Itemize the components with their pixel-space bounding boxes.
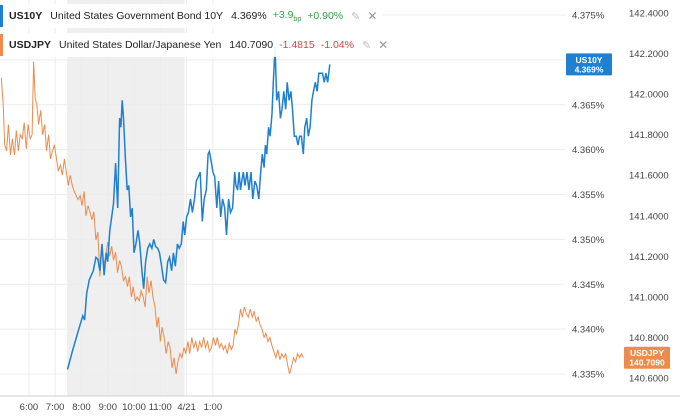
legend-change: +3.9bp [272, 8, 302, 24]
right-axis-tick-label: 141.2000 [629, 252, 669, 263]
x-axis-tick-label: 10:00 [122, 402, 146, 413]
right-axis-tick-label: 141.6000 [629, 171, 669, 182]
left-axis-tick-label: 4.340% [572, 325, 605, 336]
legend-row-usdjpy[interactable]: USDJPY United States Dollar/Japanese Yen… [0, 33, 395, 57]
legend-price: 140.7090 [229, 39, 274, 51]
left-axis-tick-label: 4.365% [572, 100, 605, 111]
badge-value: 140.7090 [629, 358, 665, 368]
badge-symbol: US10Y [576, 55, 603, 65]
left-axis-tick-label: 4.335% [572, 370, 605, 381]
right-axis-tick-label: 142.4000 [629, 9, 669, 20]
right-axis-tick-label: 141.0000 [629, 292, 669, 303]
right-axis-tick-label: 140.8000 [629, 333, 669, 344]
legend-name: United States Government Bond 10Y [50, 10, 224, 22]
legend-change: -1.4815 [279, 39, 315, 51]
series-line-us10y[interactable] [66, 46, 331, 370]
legend-symbol: US10Y [9, 10, 43, 22]
x-axis-tick-label: 11:00 [149, 402, 172, 413]
x-axis-tick-label: 1:00 [204, 402, 223, 413]
badge-value: 4.369% [575, 64, 604, 74]
legend-row-us10y[interactable]: US10Y United States Government Bond 10Y … [0, 4, 384, 28]
x-axis-tick-label: 6:00 [20, 402, 39, 413]
legend-price: 4.369% [231, 10, 267, 22]
x-axis-tick-label: 9:00 [98, 402, 117, 413]
legend-color-bar [0, 5, 3, 27]
right-axis-tick-label: 142.0000 [629, 90, 669, 101]
left-axis-tick-label: 4.355% [572, 190, 605, 201]
left-axis-tick-label: 4.345% [572, 280, 605, 291]
legend-color-bar [0, 34, 3, 56]
series-line-usdjpy[interactable] [0, 61, 304, 375]
right-axis-tick-label: 142.2000 [629, 49, 669, 60]
badge-bg [624, 346, 670, 369]
right-axis-ticks: 142.4000 142.2000 142.0000 141.8000 141.6000… [629, 9, 669, 385]
legend-name: United States Dollar/Japanese Yen [59, 39, 222, 51]
badge-symbol: USDJPY [630, 348, 664, 358]
right-axis-tick-label: 141.4000 [629, 211, 669, 222]
x-axis-ticks: 6:00 7:00 8:00 9:00 10:00 11:00 4/21 1:00 [20, 402, 222, 413]
x-axis-tick-label: 4/21 [177, 402, 196, 413]
left-axis-tick-label: 4.375% [572, 11, 605, 22]
legend-symbol: USDJPY [9, 39, 52, 51]
x-axis-tick-label: 8:00 [72, 402, 91, 413]
shaded-session-region [67, 0, 185, 396]
tag-icon[interactable]: ✎ [362, 39, 372, 52]
left-axis-tick-label: 4.350% [572, 235, 605, 246]
close-icon[interactable]: ✕ [378, 38, 389, 52]
left-axis-tick-label: 4.360% [572, 145, 605, 156]
badge-bg [566, 53, 612, 76]
x-axis-tick-label: 7:00 [46, 402, 65, 413]
legend-change-pct: -1.04% [320, 39, 354, 51]
right-axis-tick-label: 140.6000 [629, 374, 669, 385]
tag-icon[interactable]: ✎ [351, 10, 361, 23]
close-icon[interactable]: ✕ [367, 9, 378, 23]
legend-change-pct: +0.90% [307, 10, 344, 22]
right-axis-tick-label: 141.8000 [629, 130, 669, 141]
